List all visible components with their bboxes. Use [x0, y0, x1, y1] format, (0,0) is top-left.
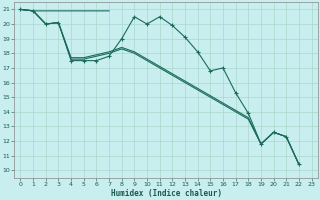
X-axis label: Humidex (Indice chaleur): Humidex (Indice chaleur) [110, 189, 221, 198]
